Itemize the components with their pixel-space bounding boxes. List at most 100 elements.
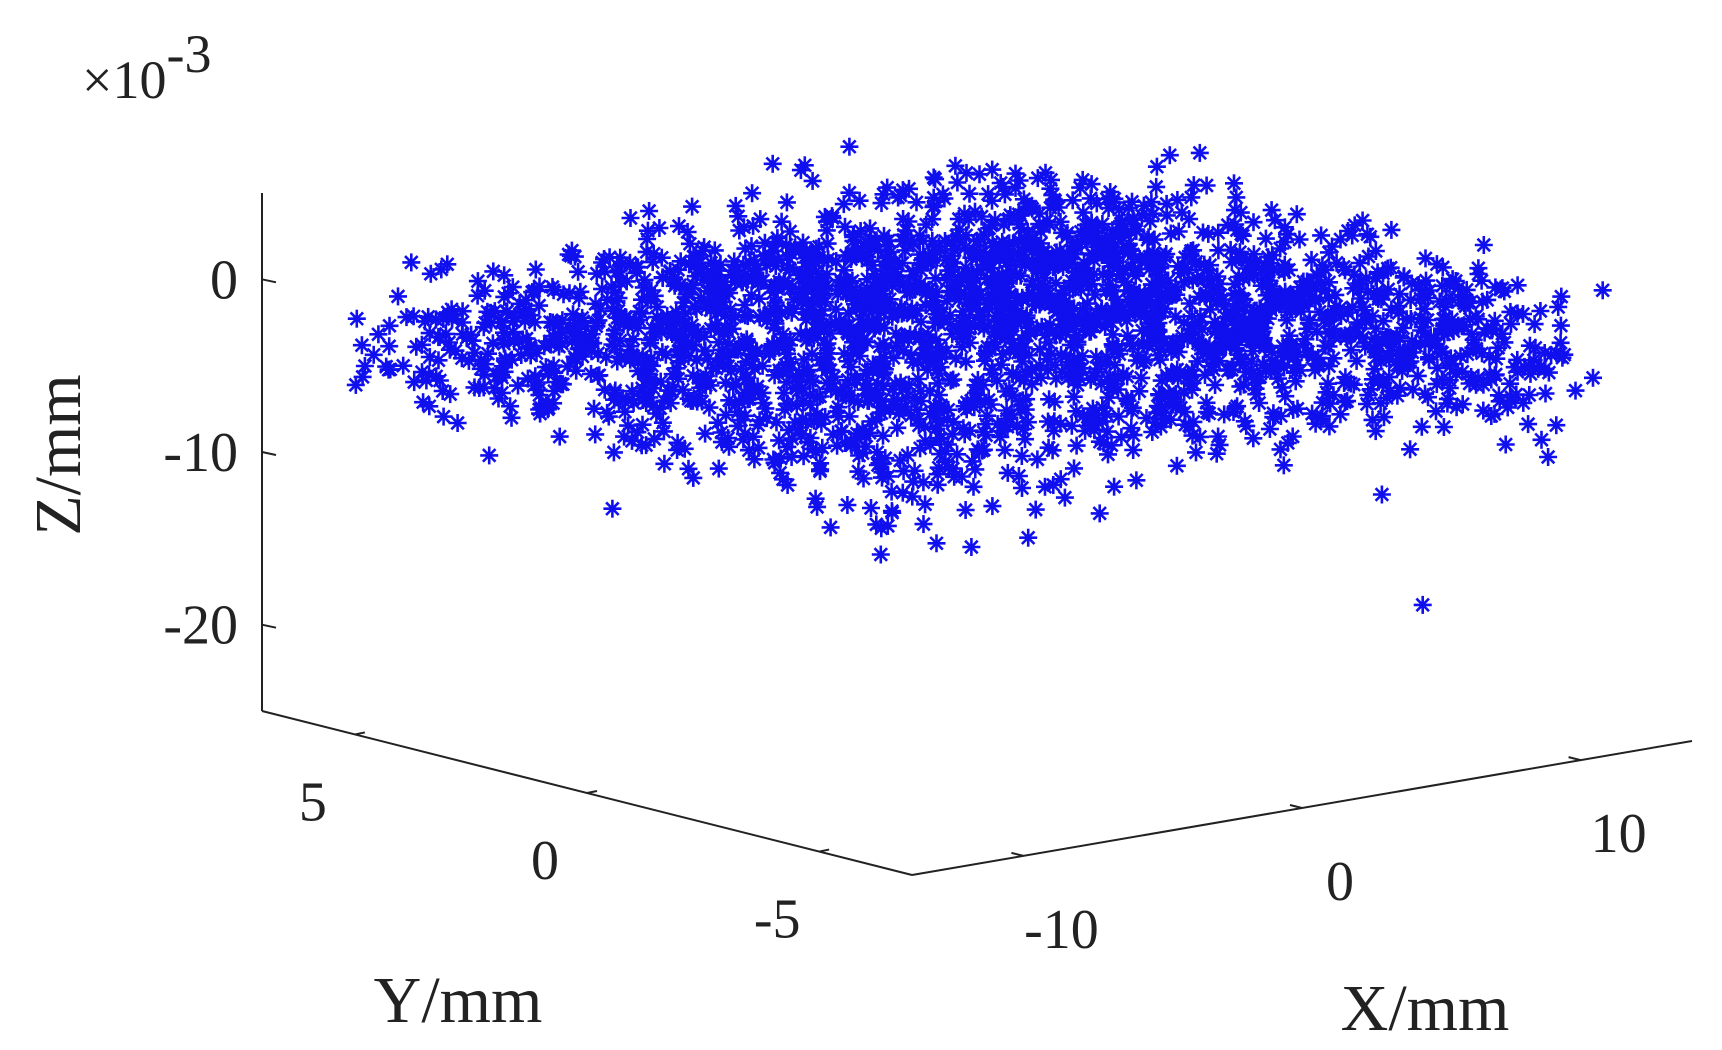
x-tick-mark [1568,756,1581,762]
data-point-stroke [1162,147,1178,163]
data-point-stroke [796,352,812,367]
y-tick-mark [586,790,598,794]
x-tick-mark [1289,804,1303,809]
data-point [414,393,433,412]
z-tick-mark [261,278,277,284]
data-point-stroke [381,338,397,354]
z-tick-mark [261,451,277,456]
data-point [1547,416,1566,435]
data-point-stroke [406,374,422,390]
data-point-stroke [1048,371,1064,386]
data-point-stroke [1008,166,1023,181]
data-point-stroke [1322,419,1337,434]
data-point-stroke [1184,190,1199,205]
data-point-stroke [454,315,470,330]
data-point [1132,368,1151,387]
data-point-stroke [972,167,987,182]
data-point [1474,236,1493,254]
data-point [914,515,933,534]
data-point [405,373,424,392]
data-point [438,255,457,274]
x-tick-mark [1011,851,1024,857]
data-point-stroke [1304,252,1319,268]
data-point [1019,528,1038,547]
y-tick-mark [354,731,366,736]
data-point [1434,418,1453,436]
data-point-stroke [1489,351,1504,366]
data-point [585,399,603,418]
data-point-stroke [1125,338,1141,353]
data-point-stroke [586,401,602,416]
data-point-stroke [1329,255,1344,271]
data-point-stroke [510,378,526,393]
data-point-stroke [1549,417,1564,433]
y-tick-mark [818,848,830,853]
data-point [501,397,520,416]
data-point-stroke [481,448,497,463]
x-tick-label: -10 [1024,899,1099,961]
x-tick-label: 10 [1591,803,1647,865]
data-point [1182,188,1201,207]
data-point [1187,443,1205,462]
data-point-stroke [1192,145,1208,161]
data-point-stroke [859,439,874,454]
data-point [1013,479,1031,497]
data-point [1118,326,1137,345]
z-tick-label: 0 [210,249,238,311]
data-point-stroke [1133,370,1149,386]
data-point [1401,440,1420,459]
data-point [380,337,399,356]
data-point-stroke [1159,196,1174,212]
data-point-stroke [1111,409,1126,424]
data-point [970,165,989,184]
data-point-stroke [1392,286,1407,302]
data-point-stroke [1568,383,1583,398]
data-point-stroke [1233,205,1249,220]
data-point-stroke [1277,220,1293,235]
data-point-stroke [1404,276,1419,291]
data-point [1109,407,1128,426]
data-point [480,446,499,465]
data-point-stroke [1537,345,1552,361]
data-point [452,349,471,368]
data-point-stroke [1188,445,1204,460]
data-point [1566,381,1585,400]
data-point [1256,229,1275,248]
data-point [882,502,901,521]
z-tick-mark [261,623,277,629]
y-tick-label: 0 [531,830,559,892]
data-point [1012,447,1031,465]
data-point-stroke [671,218,687,234]
x-tick-label: 0 [1326,851,1354,913]
y-tick-label: -5 [754,889,801,951]
data-point-stroke [1251,395,1267,411]
data-point-stroke [1120,328,1135,343]
data-point [1160,146,1179,165]
data-point [683,197,702,216]
z-tick-label: -10 [163,422,238,484]
data-point [995,441,1014,459]
data-points [346,137,1612,614]
data-point-stroke [650,299,665,315]
data-point-stroke [422,399,437,414]
data-point [1090,504,1109,523]
data-point-stroke [1270,371,1286,386]
data-point [670,217,688,236]
data-point [1190,143,1209,162]
data-point-stroke [1418,251,1433,266]
data-point-stroke [1076,205,1091,220]
data-point-stroke [1047,394,1062,410]
data-point [888,418,907,437]
data-point-stroke [502,398,518,414]
data-point [1167,456,1186,475]
z-tick-label: -20 [163,595,238,657]
data-point-stroke [946,414,961,430]
data-point-stroke [675,382,691,397]
data-point [916,495,935,514]
data-point-stroke [1429,256,1445,272]
y-tick-label: 5 [299,771,327,833]
data-point-stroke [486,264,501,279]
data-point-stroke [1264,202,1279,218]
data-point [1320,417,1339,436]
